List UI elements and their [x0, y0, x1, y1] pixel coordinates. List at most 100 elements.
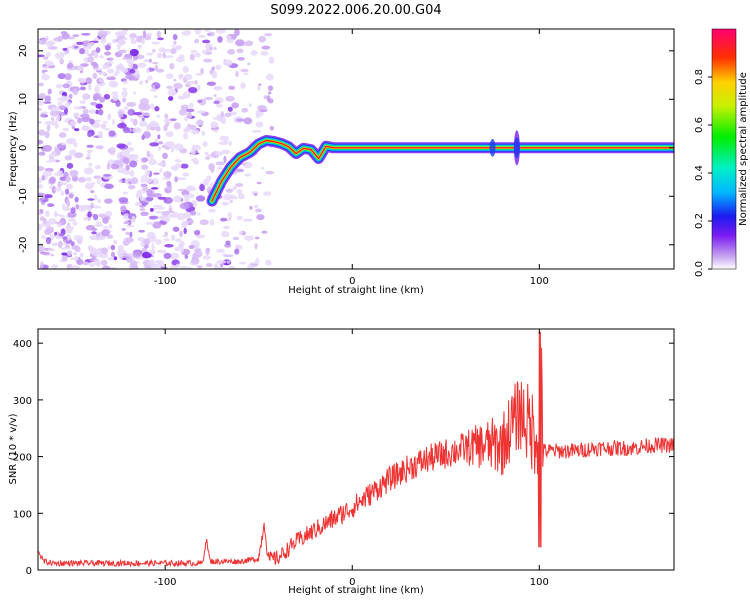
spectrogram-speckle: [158, 141, 164, 145]
y-tick-label: 0: [18, 145, 29, 151]
spectrogram-speckle: [236, 215, 243, 221]
spectrogram-speckle: [111, 82, 117, 87]
spectrogram-speckle: [88, 162, 93, 167]
spectrogram-speckle: [44, 120, 54, 126]
spectrogram-speckle: [81, 116, 91, 121]
spectrogram-speckle: [71, 245, 80, 251]
spectrogram-speckle: [132, 91, 137, 95]
spectrogram-speckle: [59, 105, 67, 111]
spectrogram-speckle: [50, 117, 55, 121]
spectrogram-speckle: [82, 124, 89, 131]
spectrogram-speckle: [53, 36, 64, 42]
spectrogram-speckle: [73, 141, 78, 148]
spectrogram-speckle: [219, 135, 230, 141]
spectrogram-speckle: [47, 203, 55, 208]
spectrogram-speckle: [157, 249, 167, 254]
spectrogram-speckle: [106, 163, 111, 170]
spectrogram-speckle: [61, 252, 69, 256]
spectrogram-speckle: [156, 68, 165, 73]
spectrogram-speckle: [196, 265, 203, 269]
spectrogram-speckle: [184, 220, 189, 225]
spectrogram-speckle: [265, 259, 272, 266]
spectrogram-speckle: [148, 58, 152, 63]
spectrogram-speckle: [102, 120, 109, 124]
spectrogram-speckle: [57, 101, 63, 107]
spectrogram-y-ticks: -20 -10 0 10 20: [18, 44, 674, 253]
spectrogram-speckle: [68, 193, 74, 199]
spectrogram-speckle: [57, 224, 62, 228]
spectrogram-speckle: [82, 93, 90, 101]
spectrogram-speckle: [39, 113, 47, 118]
spectrogram-speckle: [228, 85, 236, 90]
spectrogram-speckle: [64, 225, 74, 231]
spectrogram-speckle: [190, 49, 198, 53]
spectrogram-speckle: [101, 265, 111, 269]
spectrogram-speckle: [117, 43, 121, 51]
spectrogram-speckle: [86, 43, 92, 50]
spectrogram-speckle: [175, 238, 182, 243]
spectrogram-speckle: [156, 114, 161, 118]
spectrogram-speckle: [174, 163, 182, 168]
spectrogram-speckle: [38, 184, 44, 189]
spectrogram-speckle: [177, 95, 187, 100]
spectrogram-speckle: [60, 247, 71, 250]
spectrogram-speckle: [46, 51, 51, 57]
spectrogram-speckle: [141, 164, 149, 170]
spectrogram-speckle: [132, 251, 141, 258]
spectrogram-speckle: [44, 131, 50, 139]
spectrogram-speckle: [173, 195, 182, 203]
spectrogram-speckle: [69, 170, 79, 178]
spectrogram-speckle: [148, 158, 157, 166]
spectrogram-speckle: [183, 132, 189, 140]
spectrogram-speckle: [258, 35, 267, 43]
spectrogram-speckle: [143, 176, 153, 184]
spectrogram-speckle: [155, 239, 162, 245]
spectrogram-speckle: [64, 244, 71, 248]
spectrogram-speckle: [224, 254, 234, 258]
spectrogram-speckles: [38, 29, 275, 269]
snr-y-ticks: 0 100 200 300 400: [13, 339, 674, 577]
spectrogram-speckle: [121, 227, 126, 232]
spectrogram-speckle: [132, 127, 142, 134]
spectrogram-speckle: [103, 174, 112, 177]
spectrogram-speckle: [256, 112, 260, 119]
spectrogram-speckle: [86, 149, 93, 154]
spectrogram-speckle: [44, 95, 51, 103]
spectrogram-speckle: [129, 48, 139, 57]
spectrogram-speckle: [259, 109, 268, 113]
spectrogram-speckle: [118, 252, 124, 260]
spectrogram-speckle: [166, 180, 172, 187]
spectrogram-speckle: [38, 107, 43, 111]
spectrogram-speckle: [154, 106, 160, 112]
spectrogram-speckle: [117, 122, 127, 129]
snr-frame: [37, 328, 675, 571]
y-tick-label: 100: [13, 509, 32, 520]
spectrogram-speckle: [111, 91, 118, 96]
spectrogram-speckle: [75, 204, 80, 210]
spectrogram-speckle: [142, 186, 148, 191]
spectrogram-speckle: [128, 153, 136, 161]
spectrogram-speckle: [108, 224, 113, 229]
spectrogram-speckle: [84, 177, 92, 182]
spectrogram-speckle: [236, 118, 245, 122]
spectrogram-speckle: [157, 52, 163, 59]
spectrogram-speckle: [137, 236, 145, 242]
spectrogram-speckle: [42, 170, 53, 177]
spectrogram-speckle: [108, 130, 116, 137]
spectrogram-speckle: [143, 264, 151, 269]
spectrogram-y-axis-label: Frequency (Hz): [8, 111, 19, 187]
spectrogram-speckle: [141, 134, 145, 141]
spectrogram-speckle: [38, 121, 42, 124]
spectrogram-speckle: [163, 252, 172, 260]
spectrogram-speckle: [168, 213, 176, 218]
spectrogram-speckle: [176, 213, 186, 221]
colorbar-gradient: [711, 28, 737, 270]
spectrogram-speckle: [38, 139, 44, 145]
spectrogram-speckle: [73, 106, 83, 110]
spectrogram-speckle: [54, 231, 58, 236]
spectrogram-speckle: [38, 245, 45, 253]
spectrogram-speckle: [204, 151, 209, 156]
spectrogram-speckle: [173, 143, 184, 151]
